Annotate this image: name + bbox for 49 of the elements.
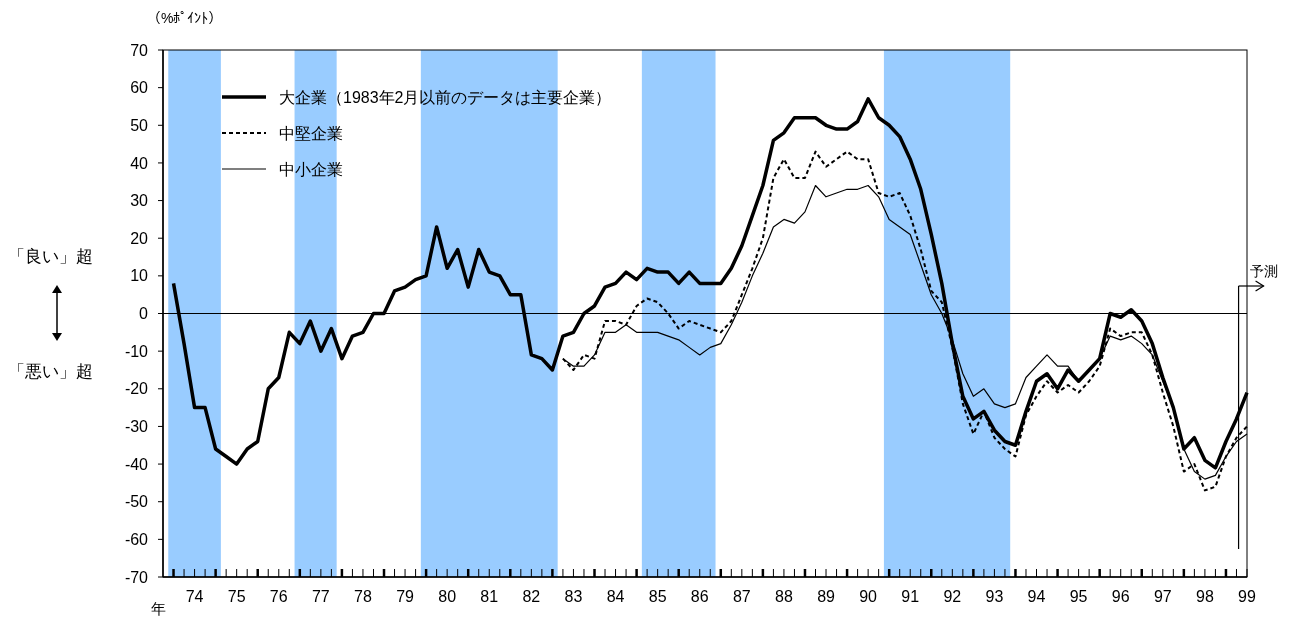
y-tick-label: 50	[130, 116, 149, 134]
legend-label: 中小企業	[279, 160, 343, 178]
x-tick-label: 90	[859, 588, 878, 605]
x-tick-label: 86	[690, 588, 709, 605]
x-tick-label: 87	[732, 588, 751, 605]
x-tick-label: 93	[985, 588, 1004, 605]
x-tick-label: 85	[648, 588, 667, 605]
x-tick-label: 96	[1111, 588, 1130, 605]
y-axis-title: （%ﾎﾟｲﾝﾄ）	[147, 10, 223, 26]
y-tick-label: 0	[139, 305, 149, 323]
x-tick-label: 75	[227, 588, 246, 605]
y-tick-label: 60	[130, 79, 149, 97]
x-tick-label: 82	[522, 588, 541, 605]
x-tick-label: 80	[438, 588, 457, 605]
legend-label: 大企業（1983年2月以前のデータは主要企業）	[279, 88, 612, 106]
x-tick-label: 94	[1027, 588, 1046, 605]
x-tick-label: 78	[354, 588, 372, 605]
legend-label: 中堅企業	[279, 124, 343, 142]
x-tick-label: 91	[901, 588, 920, 605]
x-tick-label: 74	[185, 588, 204, 605]
y-tick-label: -40	[124, 455, 149, 473]
y-tick-label: 20	[130, 229, 149, 247]
x-tick-label: 98	[1196, 588, 1214, 605]
y-tick-label: -20	[124, 380, 149, 398]
x-tick-label: 77	[311, 588, 330, 605]
x-tick-label: 81	[480, 588, 499, 605]
ref-line-label: 予測	[1249, 263, 1278, 279]
text: 「良い」超	[8, 247, 93, 266]
y-tick-label: -70	[124, 568, 149, 586]
text: 「悪い」超	[8, 362, 93, 381]
x-tick-label: 84	[606, 588, 625, 605]
y-tick-label: 30	[130, 192, 149, 210]
y-tick-label: -30	[124, 418, 149, 436]
y-tick-label: 70	[130, 41, 149, 59]
x-tick-label: 88	[775, 588, 793, 605]
x-tick-label: 79	[396, 588, 415, 605]
x-tick-label: 83	[564, 588, 583, 605]
x-tick-label: 95	[1069, 588, 1088, 605]
x-tick-label: 92	[943, 588, 962, 605]
y-tick-label: -10	[124, 342, 149, 360]
x-tick-label: 97	[1153, 588, 1172, 605]
x-tick-label: 76	[269, 588, 288, 605]
x-tick-label: 89	[817, 588, 836, 605]
x-axis-title: 年	[151, 600, 166, 617]
x-tick-label: 99	[1238, 588, 1256, 605]
y-tick-label: -50	[124, 493, 149, 511]
y-tick-label: -60	[124, 530, 149, 548]
y-tick-label: 10	[130, 267, 149, 285]
y-tick-label: 40	[130, 154, 149, 172]
